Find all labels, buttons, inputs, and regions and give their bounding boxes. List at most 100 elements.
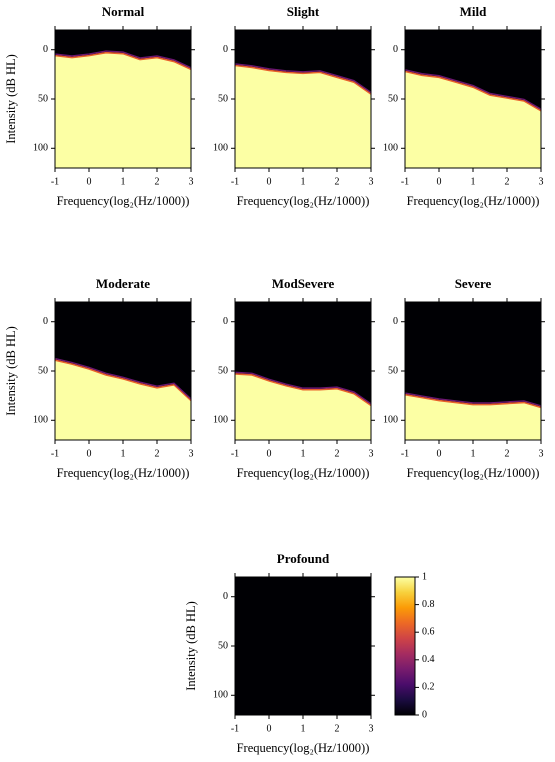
x-tick-label: 2 xyxy=(335,448,340,459)
colorbar-tick-label: 0.4 xyxy=(422,654,435,665)
x-tick-label: 2 xyxy=(505,176,510,187)
x-axis-label: Frequency(log₂(Hz/1000)) xyxy=(57,194,190,208)
threshold-edge xyxy=(405,393,541,409)
y-tick-label: 50 xyxy=(38,365,48,376)
colorbar xyxy=(394,576,416,716)
x-tick-label: -1 xyxy=(231,448,239,459)
panel-title: Severe xyxy=(455,276,492,291)
y-tick-label: 50 xyxy=(218,640,228,651)
panel-title: Mild xyxy=(460,4,487,19)
x-tick-label: 1 xyxy=(121,448,126,459)
heatmap-region xyxy=(235,65,371,168)
y-tick-label: 50 xyxy=(388,93,398,104)
x-tick-label: 0 xyxy=(437,448,442,459)
heatmap-region xyxy=(55,52,191,168)
y-tick-label: 100 xyxy=(383,143,398,154)
heatmap-region xyxy=(55,360,191,440)
threshold-edge xyxy=(405,69,541,110)
colorbar-tick-label: 0.6 xyxy=(422,626,435,637)
x-tick-label: 3 xyxy=(369,723,374,734)
threshold-edge xyxy=(405,70,541,112)
threshold-edge xyxy=(55,50,191,69)
threshold-edge xyxy=(235,63,371,94)
x-tick-label: 3 xyxy=(369,448,374,459)
y-axis-label: Intensity (dB HL) xyxy=(4,54,18,144)
heatmap-region xyxy=(405,71,541,168)
x-tick-label: 3 xyxy=(369,176,374,187)
x-tick-label: 1 xyxy=(121,176,126,187)
y-tick-label: 0 xyxy=(393,316,398,327)
x-axis-label: Frequency(log₂(Hz/1000)) xyxy=(237,466,370,480)
x-tick-label: -1 xyxy=(231,176,239,187)
x-tick-label: -1 xyxy=(51,448,59,459)
x-tick-label: -1 xyxy=(51,176,59,187)
y-tick-label: 50 xyxy=(388,365,398,376)
x-tick-label: 1 xyxy=(471,448,476,459)
panel-title: Slight xyxy=(287,4,320,19)
heatmap-region xyxy=(235,373,371,440)
threshold-edge xyxy=(55,359,191,402)
threshold-edge xyxy=(235,373,371,407)
colorbar-tick-label: 1 xyxy=(422,571,427,582)
y-tick-label: 0 xyxy=(393,44,398,55)
panel-title: ModSevere xyxy=(272,276,335,291)
y-tick-label: 100 xyxy=(33,415,48,426)
heatmap-background xyxy=(235,577,371,715)
x-tick-label: 3 xyxy=(539,448,544,459)
panel-title: Normal xyxy=(102,4,145,19)
x-tick-label: 0 xyxy=(267,448,272,459)
y-tick-label: 0 xyxy=(223,44,228,55)
x-tick-label: 3 xyxy=(539,176,544,187)
x-tick-label: 2 xyxy=(335,723,340,734)
y-tick-label: 50 xyxy=(218,365,228,376)
panel-title: Moderate xyxy=(96,276,150,291)
y-tick-label: 100 xyxy=(213,690,228,701)
panel-title: Profound xyxy=(277,551,330,566)
y-axis-label: Intensity (dB HL) xyxy=(184,601,198,691)
x-axis-label: Frequency(log₂(Hz/1000)) xyxy=(407,194,540,208)
x-axis-label: Frequency(log₂(Hz/1000)) xyxy=(237,194,370,208)
y-tick-label: 100 xyxy=(213,415,228,426)
x-tick-label: 1 xyxy=(301,176,306,187)
x-tick-label: 1 xyxy=(471,176,476,187)
x-tick-label: 2 xyxy=(505,448,510,459)
x-tick-label: -1 xyxy=(401,448,409,459)
x-tick-label: 0 xyxy=(267,723,272,734)
threshold-edge xyxy=(55,51,191,71)
threshold-edge xyxy=(55,357,191,400)
y-tick-label: 0 xyxy=(223,316,228,327)
x-tick-label: 1 xyxy=(301,448,306,459)
heatmap-region xyxy=(405,394,541,440)
x-tick-label: -1 xyxy=(231,723,239,734)
x-axis-label: Frequency(log₂(Hz/1000)) xyxy=(237,741,370,755)
threshold-edge xyxy=(235,371,371,405)
threshold-edge xyxy=(235,64,371,95)
x-tick-label: -1 xyxy=(401,176,409,187)
x-tick-label: 3 xyxy=(189,448,194,459)
colorbar-tick-label: 0.8 xyxy=(422,599,435,610)
y-tick-label: 50 xyxy=(218,93,228,104)
y-tick-label: 100 xyxy=(213,143,228,154)
y-tick-label: 0 xyxy=(43,316,48,327)
colorbar-tick-label: 0.2 xyxy=(422,682,435,693)
x-tick-label: 2 xyxy=(155,176,160,187)
x-tick-label: 0 xyxy=(87,176,92,187)
threshold-edge xyxy=(405,392,541,407)
y-tick-label: 0 xyxy=(43,44,48,55)
x-tick-label: 0 xyxy=(437,176,442,187)
x-tick-label: 2 xyxy=(335,176,340,187)
x-tick-label: 3 xyxy=(189,176,194,187)
y-axis-label: Intensity (dB HL) xyxy=(4,326,18,416)
y-tick-label: 0 xyxy=(223,591,228,602)
x-tick-label: 2 xyxy=(155,448,160,459)
x-axis-label: Frequency(log₂(Hz/1000)) xyxy=(407,466,540,480)
colorbar-tick-label: 0 xyxy=(422,709,427,720)
x-tick-label: 0 xyxy=(87,448,92,459)
x-axis-label: Frequency(log₂(Hz/1000)) xyxy=(57,466,190,480)
x-tick-label: 0 xyxy=(267,176,272,187)
y-tick-label: 100 xyxy=(383,415,398,426)
x-tick-label: 1 xyxy=(301,723,306,734)
y-tick-label: 50 xyxy=(38,93,48,104)
y-tick-label: 100 xyxy=(33,143,48,154)
